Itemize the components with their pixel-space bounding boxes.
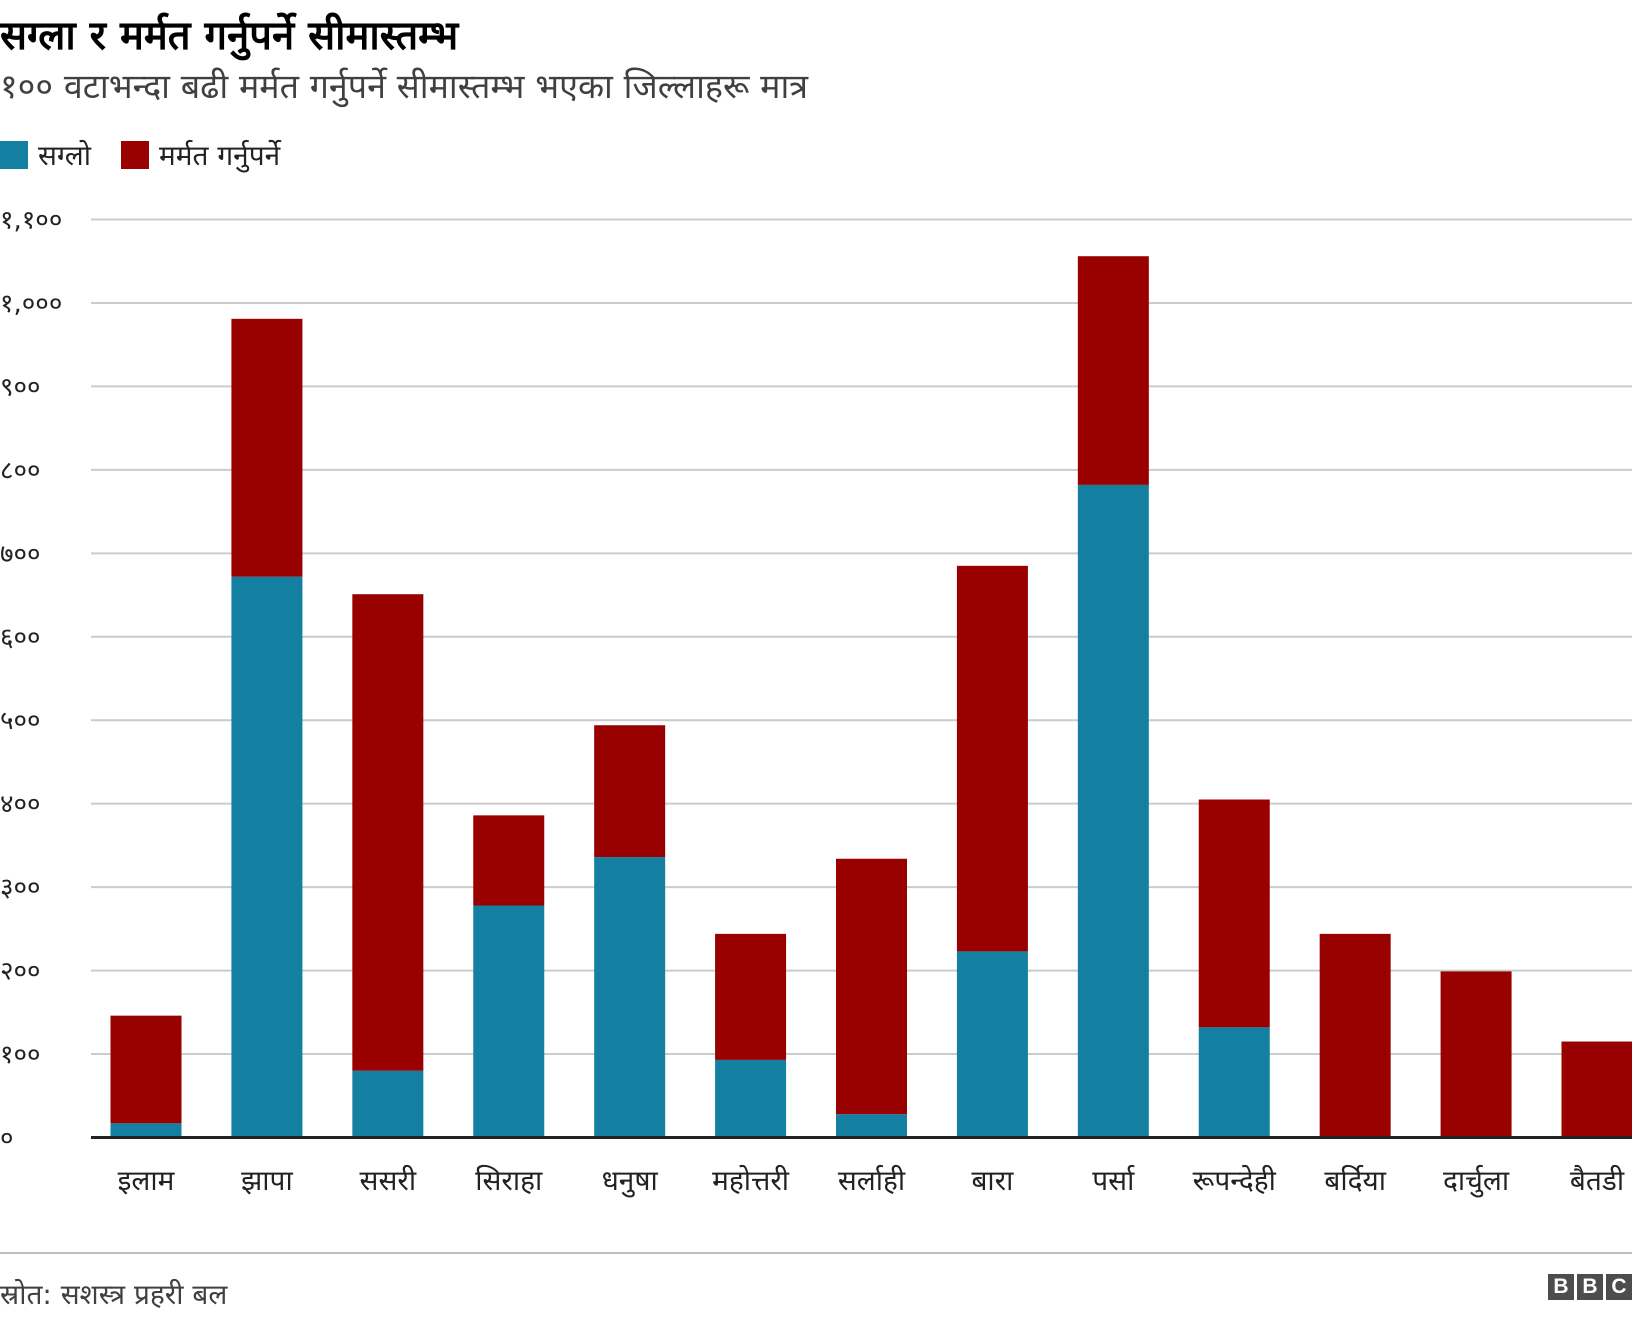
y-tick-label: १,०००	[0, 289, 62, 319]
bar-segment-repair	[231, 318, 303, 577]
bbc-logo-b1: B	[1548, 1274, 1574, 1300]
bar-segment-repair	[473, 815, 545, 906]
legend-swatch-intact	[0, 141, 28, 169]
legend-label-repair: मर्मत गर्नुपर्ने	[159, 139, 281, 172]
bbc-logo-c: C	[1606, 1274, 1632, 1300]
legend: सग्लो मर्मत गर्नुपर्ने	[0, 136, 310, 174]
x-tick-label: इलाम	[118, 1164, 176, 1197]
y-tick-label: ९००	[0, 372, 41, 402]
bar-segment-repair	[1077, 256, 1149, 485]
bar-segment-repair	[594, 725, 666, 858]
bar-segment-repair	[1319, 933, 1391, 1138]
x-tick-label: पर्सा	[1092, 1164, 1135, 1197]
footer-divider	[0, 1252, 1632, 1254]
y-tick-label: ५००	[0, 706, 41, 736]
bar-segment-intact	[352, 1070, 424, 1138]
bar-segment-intact	[473, 905, 545, 1138]
x-tick-label: रूपन्देही	[1193, 1164, 1277, 1197]
legend-item-repair: मर्मत गर्नुपर्ने	[121, 136, 280, 174]
x-tick-label: बर्दिया	[1324, 1164, 1386, 1197]
bar-segment-repair	[352, 594, 424, 1071]
bar-segment-intact	[231, 576, 303, 1138]
bbc-logo: B B C	[1545, 1274, 1632, 1300]
y-tick-label: १,१००	[0, 206, 62, 236]
legend-item-intact: सग्लो	[0, 136, 91, 174]
bar-segment-repair	[110, 1015, 182, 1124]
chart-subtitle: १०० वटाभन्दा बढी मर्मत गर्नुपर्ने सीमास्…	[0, 67, 809, 107]
legend-label-intact: सग्लो	[38, 139, 92, 172]
chart-title: सग्ला र मर्मत गर्नुपर्ने सीमास्तम्भ	[0, 13, 459, 59]
bar-segment-intact	[715, 1059, 787, 1138]
y-tick-label: ०	[0, 1124, 14, 1154]
x-tick-label: धनुषा	[602, 1164, 659, 1198]
bar-segment-intact	[956, 951, 1028, 1138]
bar-segment-intact	[594, 857, 666, 1138]
bar-segment-intact	[836, 1114, 907, 1138]
y-tick-label: ३००	[0, 873, 41, 903]
y-tick-label: ७००	[0, 539, 41, 569]
y-tick-label: ६००	[0, 623, 41, 653]
source-note: स्रोत: सशस्त्र प्रहरी बल	[0, 1278, 228, 1311]
bar-segment-intact	[1077, 484, 1149, 1138]
bar-segment-repair	[956, 565, 1028, 952]
bar-segment-intact	[1198, 1027, 1270, 1138]
x-tick-label: महोत्तरी	[712, 1164, 790, 1197]
x-tick-label: बारा	[971, 1164, 1014, 1197]
y-tick-label: २००	[0, 957, 41, 987]
bbc-logo-b2: B	[1577, 1274, 1603, 1300]
bar-segment-repair	[715, 933, 787, 1060]
legend-swatch-repair	[121, 141, 150, 169]
y-tick-label: १००	[0, 1040, 41, 1070]
x-tick-label: ससरी	[360, 1164, 417, 1197]
bar-segment-repair	[836, 858, 907, 1115]
y-tick-label: ८००	[0, 456, 41, 486]
x-tick-label: सर्लाही	[838, 1164, 906, 1197]
x-tick-label: सिराहा	[475, 1164, 543, 1197]
bar-segment-repair	[1561, 1041, 1632, 1138]
bar-segment-repair	[1440, 971, 1512, 1138]
bar-segment-repair	[1198, 799, 1270, 1028]
stacked-bar-chart: ० १०० २०० ३०० ४०० ५०० ६०० ७०० ८०० ९०० १,००० १,१०० इल…	[0, 206, 1632, 1198]
y-tick-label: ४००	[0, 790, 41, 820]
x-tick-label: दार्चुला	[1443, 1164, 1510, 1198]
x-tick-label: बैतडी	[1570, 1164, 1625, 1197]
bar-segment-intact	[110, 1123, 182, 1138]
x-tick-label: झापा	[241, 1164, 293, 1197]
